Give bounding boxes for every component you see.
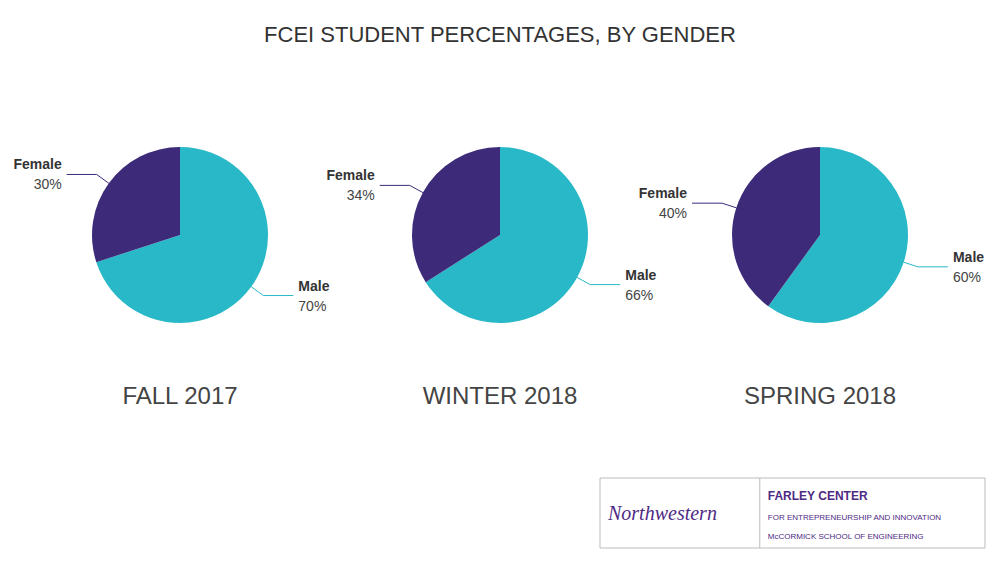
svg-text:SPRING 2018: SPRING 2018: [744, 382, 896, 409]
svg-text:Male: Male: [953, 249, 984, 265]
svg-text:34%: 34%: [347, 187, 375, 203]
svg-text:30%: 30%: [34, 176, 62, 192]
svg-text:Female: Female: [639, 185, 687, 201]
svg-text:Male: Male: [625, 267, 656, 283]
svg-text:Female: Female: [326, 167, 374, 183]
svg-text:FARLEY CENTER: FARLEY CENTER: [768, 489, 868, 503]
svg-text:FOR ENTREPRENEURSHIP AND INNOV: FOR ENTREPRENEURSHIP AND INNOVATION: [768, 513, 942, 522]
svg-text:60%: 60%: [953, 269, 981, 285]
svg-text:66%: 66%: [625, 287, 653, 303]
svg-text:FCEI STUDENT PERCENTAGES, BY G: FCEI STUDENT PERCENTAGES, BY GENDER: [264, 22, 736, 47]
svg-text:40%: 40%: [659, 205, 687, 221]
svg-text:FALL 2017: FALL 2017: [122, 382, 237, 409]
svg-text:Female: Female: [13, 156, 61, 172]
svg-text:70%: 70%: [298, 298, 326, 314]
svg-text:McCORMICK SCHOOL OF ENGINEERIN: McCORMICK SCHOOL OF ENGINEERING: [768, 532, 924, 541]
svg-text:Northwestern: Northwestern: [607, 502, 717, 524]
svg-text:WINTER 2018: WINTER 2018: [423, 382, 578, 409]
svg-text:Male: Male: [298, 278, 329, 294]
